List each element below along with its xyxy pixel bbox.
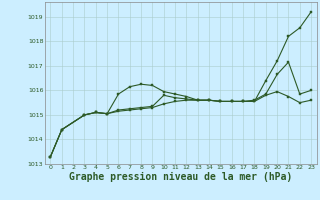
X-axis label: Graphe pression niveau de la mer (hPa): Graphe pression niveau de la mer (hPa) xyxy=(69,172,292,182)
